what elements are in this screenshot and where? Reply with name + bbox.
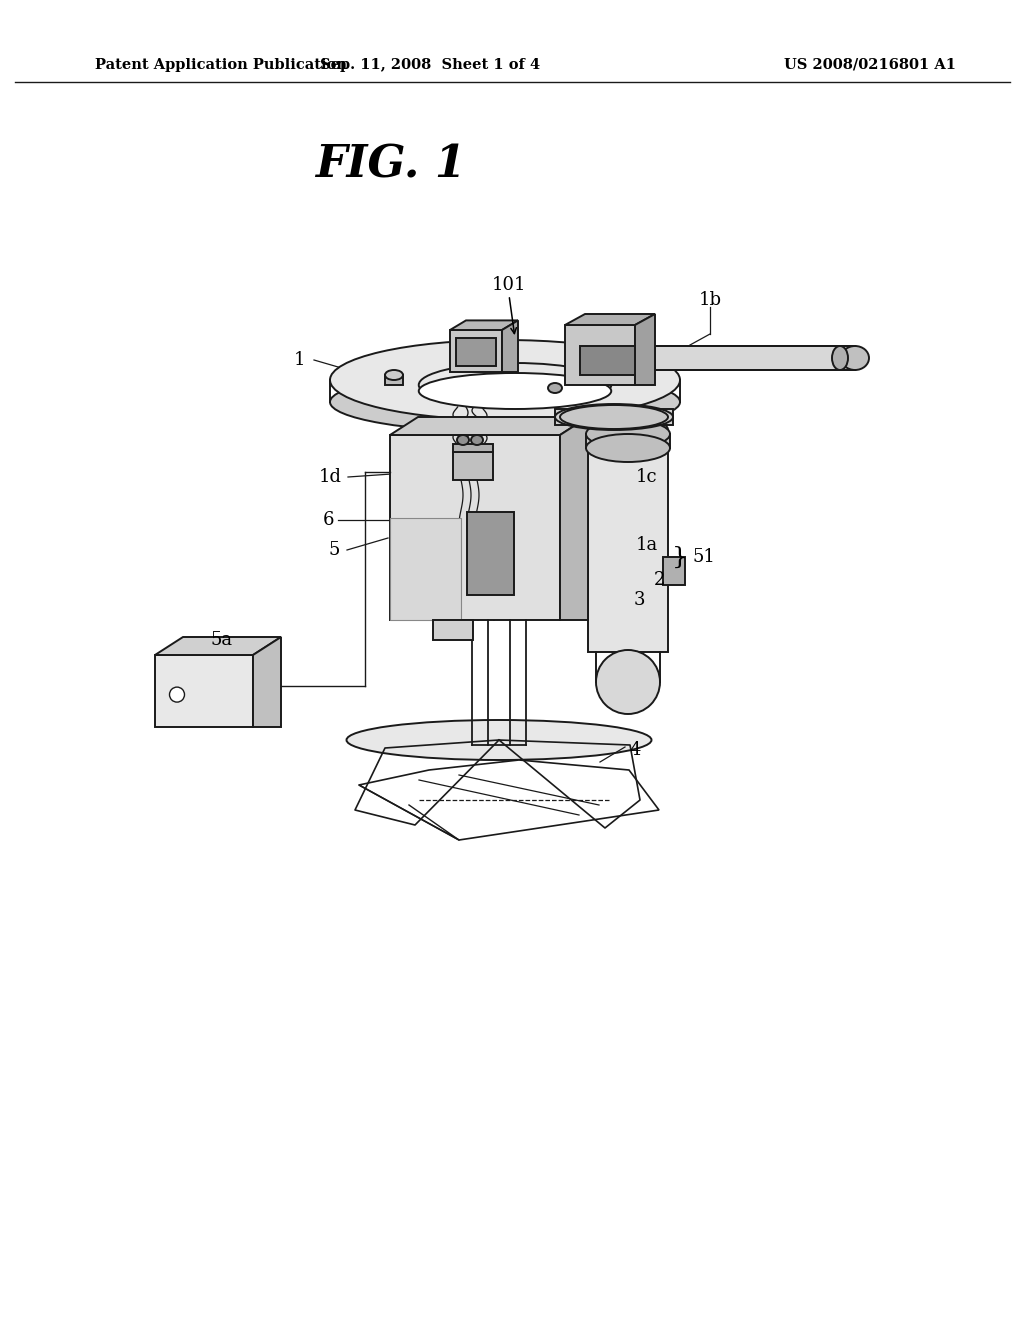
Polygon shape (588, 430, 668, 652)
Ellipse shape (419, 374, 611, 409)
Polygon shape (155, 655, 253, 727)
Ellipse shape (419, 363, 611, 407)
Polygon shape (359, 760, 659, 840)
Ellipse shape (385, 370, 403, 380)
Ellipse shape (841, 346, 869, 370)
Ellipse shape (457, 436, 469, 445)
Ellipse shape (588, 416, 668, 444)
Polygon shape (560, 417, 588, 620)
Text: Patent Application Publication: Patent Application Publication (95, 58, 347, 73)
Text: 101: 101 (492, 276, 526, 294)
Text: 5: 5 (329, 541, 340, 558)
Polygon shape (450, 330, 502, 372)
Polygon shape (450, 321, 518, 330)
Polygon shape (432, 620, 472, 640)
Circle shape (170, 688, 184, 702)
Polygon shape (635, 314, 655, 385)
Polygon shape (390, 417, 588, 436)
Bar (453, 444, 493, 451)
Polygon shape (390, 436, 560, 620)
Polygon shape (586, 434, 670, 447)
Bar (663, 557, 685, 585)
Text: 1a: 1a (636, 536, 658, 554)
Bar (385, 375, 403, 385)
Text: US 2008/0216801 A1: US 2008/0216801 A1 (784, 58, 956, 73)
Text: 3: 3 (634, 591, 645, 609)
Text: Sep. 11, 2008  Sheet 1 of 4: Sep. 11, 2008 Sheet 1 of 4 (319, 58, 540, 73)
Ellipse shape (548, 383, 562, 393)
Text: 1: 1 (294, 351, 306, 370)
Text: 6: 6 (323, 511, 334, 529)
Polygon shape (253, 638, 281, 727)
Polygon shape (502, 321, 518, 372)
Ellipse shape (831, 346, 848, 370)
Text: }: } (672, 545, 688, 569)
Ellipse shape (330, 341, 680, 420)
Text: 4: 4 (630, 741, 641, 759)
Bar (456, 338, 496, 366)
Polygon shape (453, 451, 493, 480)
Ellipse shape (346, 719, 651, 760)
Polygon shape (155, 638, 281, 655)
Ellipse shape (471, 436, 483, 445)
Polygon shape (565, 314, 655, 325)
Polygon shape (580, 346, 635, 375)
Text: 1b: 1b (698, 290, 722, 309)
Polygon shape (390, 519, 462, 620)
Polygon shape (565, 325, 635, 385)
Text: 1d: 1d (318, 469, 341, 486)
Polygon shape (467, 512, 514, 595)
Ellipse shape (586, 434, 670, 462)
Polygon shape (655, 346, 855, 370)
Ellipse shape (330, 372, 680, 432)
Ellipse shape (560, 405, 668, 429)
Text: 51: 51 (692, 548, 715, 566)
Text: 1c: 1c (636, 469, 657, 486)
Ellipse shape (586, 420, 670, 447)
Ellipse shape (596, 649, 660, 714)
Text: FIG. 1: FIG. 1 (314, 144, 466, 186)
Text: 5a: 5a (211, 631, 233, 649)
Bar (555, 409, 673, 425)
Text: 2: 2 (654, 572, 666, 589)
